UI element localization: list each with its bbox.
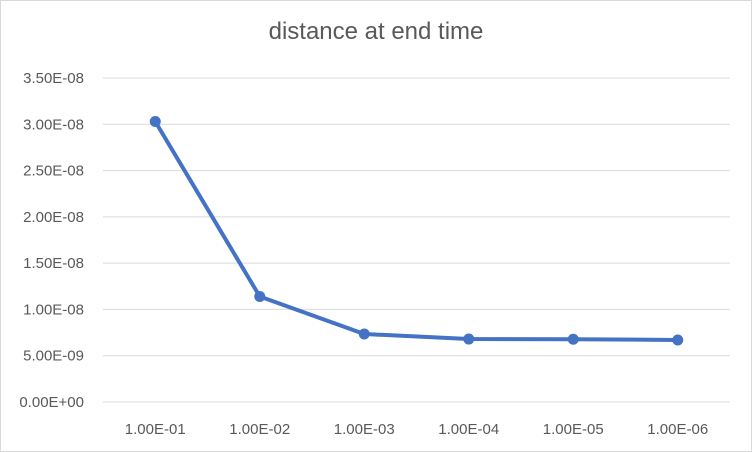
- series-layer: [149, 116, 684, 346]
- x-tick-label: 1.00E-01: [125, 421, 186, 438]
- y-tick-label: 3.00E-08: [23, 116, 84, 133]
- data-point: [672, 334, 684, 346]
- chart-title: distance at end time: [268, 18, 484, 45]
- y-tick-label: 5.00E-09: [23, 348, 84, 365]
- x-tick-label: 1.00E-02: [229, 421, 290, 438]
- y-tick-label: 0.00E+00: [19, 394, 84, 411]
- data-point: [254, 290, 266, 302]
- y-tick-label: 1.00E-08: [23, 301, 84, 318]
- y-tick-label: 1.50E-08: [23, 255, 84, 272]
- x-axis-tick-labels: 1.00E-01 1.00E-02 1.00E-03 1.00E-04 1.00E-05…: [125, 421, 708, 438]
- y-axis-tick-labels: 0.00E+00 5.00E-09 1.00E-08 1.50E-08 2.00E-08…: [19, 70, 84, 411]
- y-tick-label: 2.50E-08: [23, 163, 84, 180]
- data-point: [463, 333, 475, 345]
- data-point: [358, 328, 370, 340]
- x-tick-label: 1.00E-05: [543, 421, 604, 438]
- data-point: [149, 116, 161, 128]
- x-tick-label: 1.00E-06: [647, 421, 708, 438]
- x-tick-label: 1.00E-03: [334, 421, 395, 438]
- series-line: [153, 119, 680, 342]
- y-tick-label: 3.50E-08: [23, 70, 84, 87]
- y-tick-label: 2.00E-08: [23, 209, 84, 226]
- gridlines: [103, 77, 730, 403]
- data-point: [567, 333, 579, 345]
- x-tick-label: 1.00E-04: [438, 421, 499, 438]
